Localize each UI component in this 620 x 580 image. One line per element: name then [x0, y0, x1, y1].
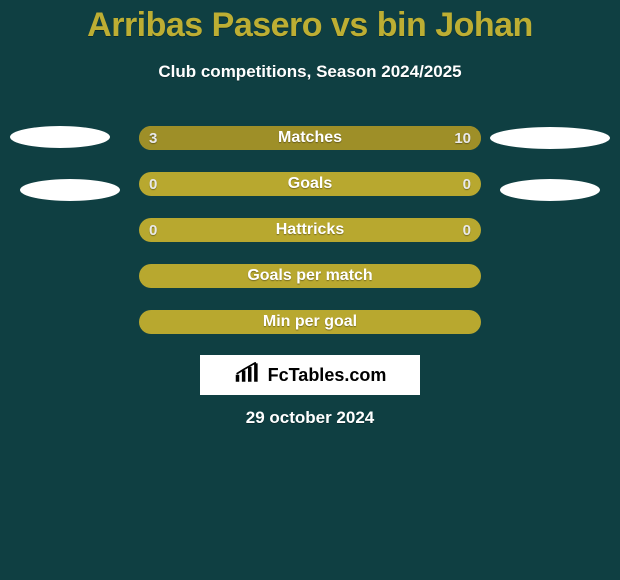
avatar-right-1	[490, 127, 610, 149]
avatar-left-1	[10, 126, 110, 148]
avatar-right-2	[500, 179, 600, 201]
page-title: Arribas Pasero vs bin Johan	[0, 6, 620, 45]
bar-label: Goals	[139, 172, 481, 196]
bar-value-right: 0	[463, 218, 471, 242]
branding-text: FcTables.com	[268, 365, 387, 386]
stat-bar: Matches3 10	[139, 126, 481, 150]
bar-value-left: 0	[149, 172, 157, 196]
bar-value-right: 10	[454, 126, 471, 150]
bar-value-left: 3	[149, 126, 157, 150]
avatar-left-2	[20, 179, 120, 201]
stat-bar: Goals0 0	[139, 172, 481, 196]
date-text: 29 october 2024	[0, 408, 620, 428]
bar-label: Min per goal	[139, 310, 481, 334]
bar-value-left: 0	[149, 218, 157, 242]
comparison-bars: Matches310Goals00Hattricks00Goals per ma…	[139, 126, 481, 356]
stat-bar: Goals per match	[139, 264, 481, 288]
bar-label: Goals per match	[139, 264, 481, 288]
bar-label: Hattricks	[139, 218, 481, 242]
branding-badge: FcTables.com	[200, 355, 420, 395]
chart-icon	[234, 362, 262, 389]
subtitle: Club competitions, Season 2024/2025	[0, 62, 620, 82]
bar-label: Matches	[139, 126, 481, 150]
stat-bar: Min per goal	[139, 310, 481, 334]
stat-bar: Hattricks0 0	[139, 218, 481, 242]
bar-value-right: 0	[463, 172, 471, 196]
